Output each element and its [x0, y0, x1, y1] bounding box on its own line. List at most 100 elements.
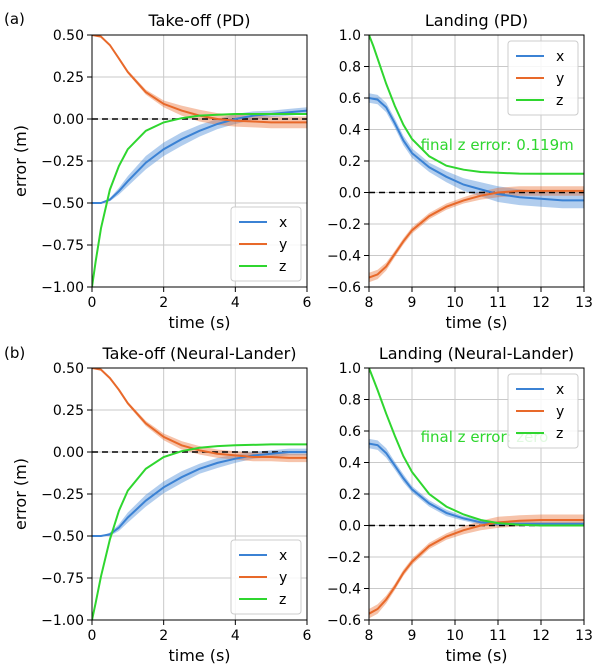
- x-tick-label: 4: [231, 295, 240, 311]
- chart-panel-2: 0 2 4 6 −1.00 −0.75 −0.50 −0.25 0.00 0.25 0.50 Take…: [11, 344, 312, 665]
- panel-label-b: (b): [4, 344, 25, 362]
- legend-label-z: z: [556, 426, 563, 442]
- y-tick-label: 1.0: [339, 361, 361, 377]
- panel-label-a: (a): [4, 10, 25, 28]
- x-tick-label: 9: [408, 628, 417, 644]
- legend-label-z: z: [279, 259, 286, 275]
- series-line-z: [92, 443, 307, 620]
- x-tick-label: 6: [303, 628, 312, 644]
- chart-title: Landing (PD): [425, 11, 528, 30]
- series-line-y: [92, 35, 307, 124]
- x-tick-label: 2: [159, 295, 168, 311]
- x-tick-label: 13: [575, 295, 593, 311]
- x-tick-label: 4: [231, 628, 240, 644]
- y-tick-label: −0.75: [41, 238, 84, 254]
- y-tick-label: −1.00: [41, 613, 84, 629]
- legend-label-y: y: [279, 237, 287, 253]
- legend-label-y: y: [279, 570, 287, 586]
- y-tick-label: 0.4: [339, 123, 361, 139]
- legend-label-x: x: [279, 548, 287, 564]
- y-tick-label: 0.8: [339, 393, 361, 409]
- legend-label-z: z: [556, 93, 563, 109]
- chart-title: Take-off (PD): [148, 11, 251, 30]
- series-line-z: [92, 113, 307, 287]
- chart-title: Take-off (Neural-Lander): [102, 344, 297, 363]
- y-tick-label: 0.2: [339, 487, 361, 503]
- chart-panels: 0 2 4 6−1.00−0.75−0.50−0.250.000.250.50Take…: [11, 11, 593, 665]
- series-band-y: [369, 514, 584, 619]
- x-tick-label: 6: [303, 295, 312, 311]
- x-tick-label: 9: [408, 295, 417, 311]
- x-tick-label: 12: [532, 628, 550, 644]
- y-tick-label: 0.8: [339, 60, 361, 76]
- series-line-y: [92, 368, 307, 459]
- x-axis-label: time (s): [445, 646, 507, 665]
- x-tick-label: 8: [365, 628, 374, 644]
- x-tick-label: 11: [489, 295, 507, 311]
- x-tick-label: 13: [575, 628, 593, 644]
- chart-panel-3: 8 9 10 11 12 13 −0.6 −0.4 −0.2 0.0 0.2 0.4 0.6 0.8 1.0…: [327, 344, 593, 665]
- legend-label-x: x: [556, 49, 564, 65]
- y-tick-label: 0.2: [339, 154, 361, 170]
- legend-label-z: z: [279, 592, 286, 608]
- y-tick-label: 0.6: [339, 91, 361, 107]
- y-tick-label: −0.25: [41, 487, 84, 503]
- y-tick-label: 0.25: [53, 70, 84, 86]
- y-tick-label: −0.25: [41, 154, 84, 170]
- x-axis-label: time (s): [168, 646, 230, 665]
- y-tick-label: 0.0: [339, 519, 361, 535]
- y-tick-label: −0.6: [327, 280, 361, 296]
- x-tick-label: 10: [446, 628, 464, 644]
- plot-area: [369, 35, 584, 283]
- x-tick-label: 10: [446, 295, 464, 311]
- legend-label-x: x: [556, 382, 564, 398]
- plot-area: [369, 368, 584, 619]
- y-tick-label: −0.4: [327, 582, 361, 598]
- x-tick-label: 0: [88, 628, 97, 644]
- y-tick-label: −1.00: [41, 280, 84, 296]
- series-line-z: [369, 35, 584, 175]
- y-tick-label: 0.25: [53, 403, 84, 419]
- legend: xyz: [507, 40, 579, 116]
- chart-title: Landing (Neural-Lander): [379, 344, 574, 363]
- legend-label-y: y: [556, 71, 564, 87]
- series-band-x: [369, 93, 584, 209]
- y-tick-label: −0.50: [41, 529, 84, 545]
- y-tick-label: 0.6: [339, 424, 361, 440]
- annotation-final-z-error: final z error: 0.119m: [421, 136, 574, 154]
- y-tick-label: 0.50: [53, 361, 84, 377]
- plot-area: [92, 368, 307, 620]
- legend-label-y: y: [556, 404, 564, 420]
- y-tick-label: −0.75: [41, 571, 84, 587]
- series-line-x: [369, 442, 584, 525]
- y-axis-label: error (m): [11, 458, 30, 530]
- series-band-x: [92, 448, 307, 536]
- chart-panel-0: 0 2 4 6 −1.00 −0.75 −0.50 −0.25 0.00 0.25 0.50 Take…: [11, 11, 312, 332]
- x-tick-label: 8: [365, 295, 374, 311]
- series-line-z: [369, 368, 584, 527]
- y-tick-label: −0.6: [327, 613, 361, 629]
- y-tick-label: 1.0: [339, 28, 361, 44]
- y-axis-label: error (m): [11, 125, 30, 197]
- y-tick-label: 0.0: [339, 186, 361, 202]
- y-tick-label: −0.50: [41, 196, 84, 212]
- y-tick-label: 0.50: [53, 28, 84, 44]
- x-axis-label: time (s): [168, 313, 230, 332]
- plot-area: [92, 35, 307, 287]
- x-tick-label: 12: [532, 295, 550, 311]
- x-axis-label: time (s): [445, 313, 507, 332]
- series-line-x: [369, 97, 584, 202]
- x-tick-label: 2: [159, 628, 168, 644]
- y-tick-label: −0.2: [327, 217, 361, 233]
- series-line-y: [369, 519, 584, 615]
- y-tick-label: −0.2: [327, 550, 361, 566]
- legend-label-x: x: [279, 215, 287, 231]
- series-band-x: [92, 107, 307, 203]
- y-tick-label: −0.4: [327, 249, 361, 265]
- legend: xyz: [230, 206, 302, 282]
- x-tick-label: 0: [88, 295, 97, 311]
- x-tick-label: 11: [489, 628, 507, 644]
- y-tick-label: 0.4: [339, 456, 361, 472]
- y-tick-label: 0.00: [53, 112, 84, 128]
